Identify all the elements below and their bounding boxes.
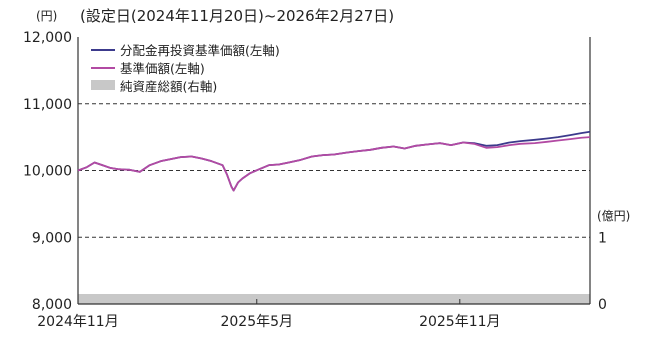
y-tick-label-right: 1 [598, 230, 607, 246]
axes-layer: 12,000 11,000 10,000 9,000 8,000 1 0 2024年11月 20… [23, 30, 607, 330]
nav-line [77, 136, 591, 192]
chart-title: (設定日(2024年11月20日)~2026年2月27日) [80, 7, 394, 25]
legend-label: 分配金再投資基準価額(左軸) [120, 43, 280, 58]
y-tick-label-left: 11,000 [23, 97, 72, 113]
y-tick-label-left: 10,000 [23, 164, 72, 180]
legend-swatch-area [91, 80, 115, 90]
net-assets-area [78, 293, 590, 304]
reinvested-nav-line [77, 130, 591, 192]
x-tick-label: 2024年11月 [37, 314, 118, 330]
net-assets-area-layer [78, 293, 590, 304]
series-layer [77, 130, 591, 192]
y-unit-left: (円) [36, 9, 57, 23]
y-tick-label-left: 12,000 [23, 30, 72, 46]
y-unit-right: (億円) [597, 209, 630, 223]
legend-label: 基準価額(左軸) [120, 61, 205, 76]
x-tick-label: 2025年5月 [220, 314, 293, 330]
y-tick-label-right: 0 [598, 297, 607, 313]
y-tick-label-left: 9,000 [32, 230, 72, 246]
legend-label: 純資産総額(右軸) [120, 79, 217, 94]
y-tick-label-left: 8,000 [32, 297, 72, 313]
x-tick-label: 2025年11月 [419, 314, 500, 330]
grid-layer [78, 103, 590, 238]
legend: 分配金再投資基準価額(左軸) 基準価額(左軸) 純資産総額(右軸) [91, 43, 280, 94]
